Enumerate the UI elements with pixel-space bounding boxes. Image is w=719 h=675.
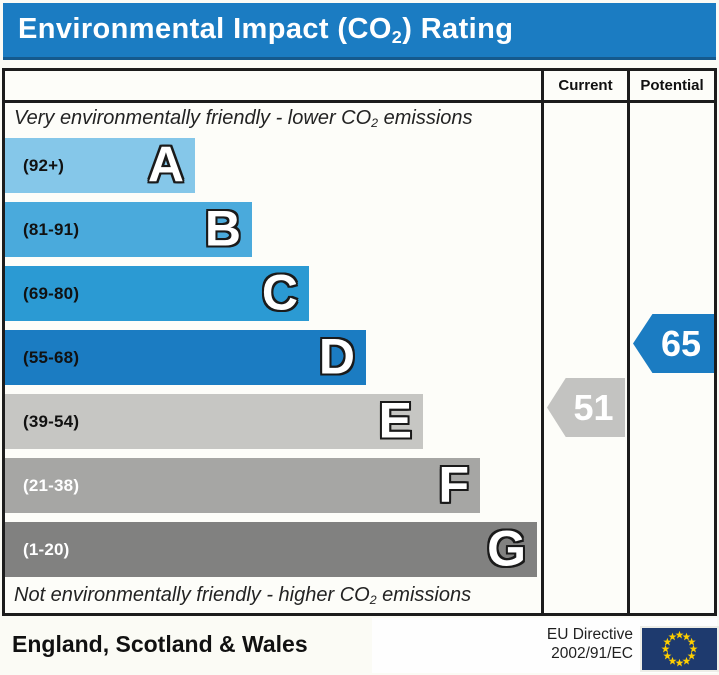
rating-band-row: (1-20) G — [5, 522, 541, 577]
current-column-divider — [541, 71, 544, 613]
rating-band-row: (81-91) B — [5, 202, 541, 257]
band-letter: B — [204, 200, 241, 256]
band-letter: G — [487, 520, 526, 576]
region-label: England, Scotland & Wales — [12, 631, 308, 657]
band-range-label: (1-20) — [23, 539, 70, 559]
chart-title-subscript: 2 — [391, 27, 403, 48]
eu-directive-label: EU Directive 2002/91/EC — [547, 625, 633, 663]
band-range-label: (21-38) — [23, 475, 80, 495]
scale-note-bottom-prefix: Not environmentally friendly - higher CO — [14, 584, 370, 606]
rating-band-row: (92+) A — [5, 138, 541, 193]
band-range-label: (69-80) — [23, 283, 80, 303]
scale-note-top-subscript: 2 — [371, 116, 379, 131]
band-bar: (39-54) E — [5, 394, 423, 449]
rating-band-row: (69-80) C — [5, 266, 541, 321]
chart-title-prefix: Environmental Impact (CO — [18, 13, 392, 45]
rating-band-row: (39-54) E — [5, 394, 541, 449]
band-letter: F — [438, 456, 469, 512]
band-range-label: (81-91) — [23, 219, 80, 239]
potential-rating-arrow: 65 — [633, 314, 714, 373]
potential-rating-value: 65 — [660, 322, 702, 364]
band-letter: D — [318, 328, 355, 384]
chart-title: Environmental Impact (CO2) Rating — [18, 3, 513, 58]
band-range-label: (39-54) — [23, 411, 80, 431]
scale-note-bottom-subscript: 2 — [369, 593, 377, 608]
column-header-potential: Potential — [640, 77, 704, 94]
column-header-current: Current — [558, 77, 613, 94]
current-rating-value: 51 — [573, 386, 614, 428]
chart-title-bar: Environmental Impact (CO2) Rating — [3, 3, 716, 60]
eu-flag-icon — [640, 626, 719, 672]
rating-band-row: (55-68) D — [5, 330, 541, 385]
band-letter: A — [147, 136, 184, 192]
rating-band-row: (21-38) F — [5, 458, 541, 513]
band-bar: (55-68) D — [5, 330, 366, 385]
scale-note-bottom: Not environmentally friendly - higher CO… — [14, 584, 471, 607]
band-bar: (21-38) F — [5, 458, 480, 513]
band-bar: (92+) A — [5, 138, 195, 193]
band-range-label: (55-68) — [23, 347, 80, 367]
scale-note-bottom-suffix: emissions — [376, 584, 472, 606]
eu-directive-line1: EU Directive — [546, 626, 633, 643]
header-divider-line — [5, 100, 714, 103]
scale-note-top-suffix: emissions — [378, 107, 473, 129]
band-bar: (69-80) C — [5, 266, 309, 321]
band-bar: (1-20) G — [5, 522, 537, 577]
rating-table: Current Potential Very environmentally f… — [2, 68, 717, 616]
band-bar: (81-91) B — [5, 202, 252, 257]
band-range-label: (92+) — [23, 155, 65, 175]
scale-note-top-prefix: Very environmentally friendly - lower CO — [14, 107, 372, 129]
band-letter: E — [378, 392, 412, 448]
rating-bands: (92+) A (81-91) B (69-80) C (55-68) D (3… — [5, 138, 541, 586]
band-letter: C — [261, 264, 298, 320]
scale-note-top: Very environmentally friendly - lower CO… — [14, 107, 473, 130]
potential-column-divider — [627, 71, 630, 613]
chart-title-suffix: ) Rating — [402, 13, 514, 45]
chart-footer: England, Scotland & Wales EU Directive 2… — [0, 616, 719, 675]
eu-directive-line2: 2002/91/EC — [551, 645, 633, 662]
current-rating-arrow: 51 — [547, 378, 625, 437]
